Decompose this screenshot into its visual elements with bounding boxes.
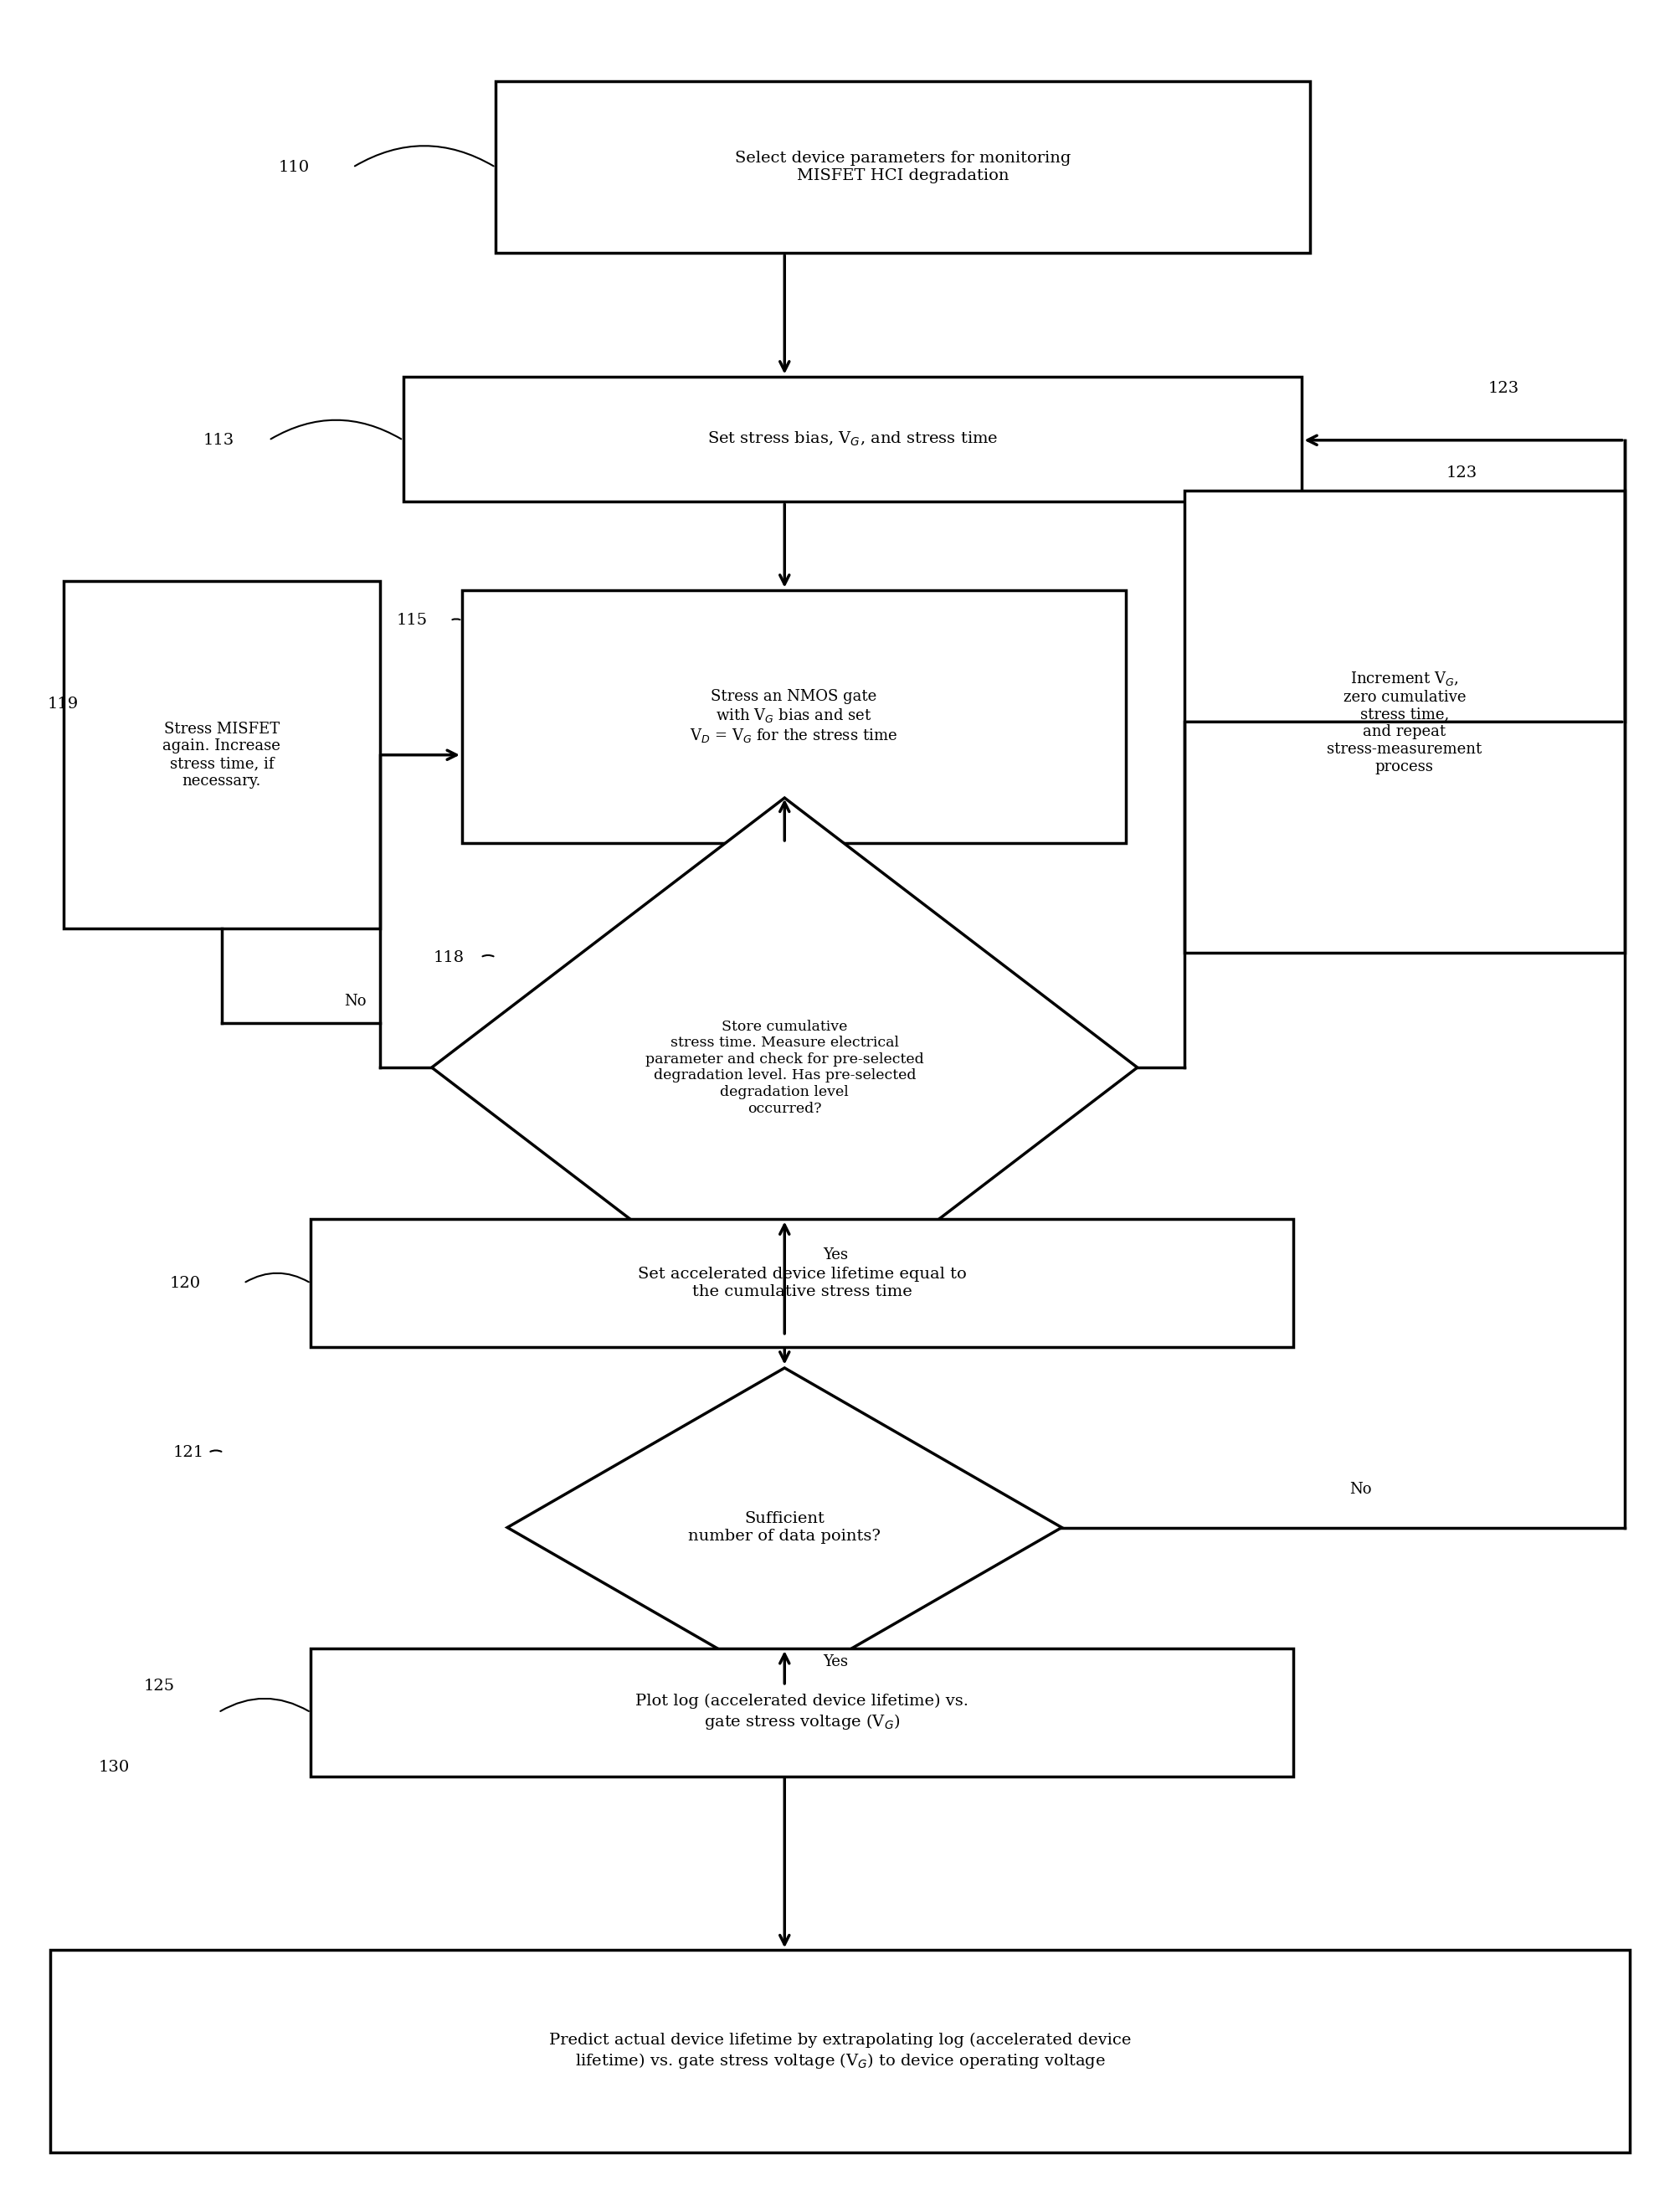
Text: Set stress bias, V$_G$, and stress time: Set stress bias, V$_G$, and stress time: [707, 429, 998, 449]
FancyBboxPatch shape: [311, 1649, 1294, 1776]
FancyBboxPatch shape: [496, 81, 1310, 253]
Polygon shape: [432, 799, 1137, 1336]
Text: Stress an NMOS gate
with V$_G$ bias and set
V$_D$ = V$_G$ for the stress time: Stress an NMOS gate with V$_G$ bias and …: [690, 689, 897, 744]
Text: No: No: [344, 995, 366, 1008]
FancyBboxPatch shape: [64, 581, 380, 929]
Text: Yes: Yes: [823, 1248, 848, 1261]
Text: Predict actual device lifetime by extrapolating log (accelerated device
lifetime: Predict actual device lifetime by extrap…: [549, 2034, 1131, 2069]
FancyBboxPatch shape: [311, 1219, 1294, 1347]
Text: 110: 110: [279, 161, 309, 174]
FancyBboxPatch shape: [1184, 491, 1625, 953]
Text: 125: 125: [144, 1679, 175, 1693]
Text: 113: 113: [203, 434, 234, 447]
Text: Sufficient
number of data points?: Sufficient number of data points?: [689, 1512, 880, 1543]
Text: 123: 123: [1446, 467, 1477, 480]
Text: Select device parameters for monitoring
MISFET HCI degradation: Select device parameters for monitoring …: [736, 152, 1070, 183]
Text: Set accelerated device lifetime equal to
the cumulative stress time: Set accelerated device lifetime equal to…: [638, 1268, 966, 1299]
FancyBboxPatch shape: [403, 376, 1302, 502]
Text: Increment V$_G$,
zero cumulative
stress time,
and repeat
stress-measurement
proc: Increment V$_G$, zero cumulative stress …: [1327, 669, 1482, 775]
Text: No: No: [1349, 1481, 1373, 1497]
FancyBboxPatch shape: [50, 1950, 1630, 2153]
Text: Stress MISFET
again. Increase
stress time, if
necessary.: Stress MISFET again. Increase stress tim…: [163, 722, 281, 788]
Text: 119: 119: [47, 698, 79, 711]
Text: Plot log (accelerated device lifetime) vs.
gate stress voltage (V$_G$): Plot log (accelerated device lifetime) v…: [635, 1695, 969, 1730]
FancyBboxPatch shape: [462, 590, 1126, 843]
Text: 123: 123: [1488, 381, 1519, 396]
Text: 120: 120: [170, 1277, 200, 1290]
Text: Store cumulative
stress time. Measure electrical
parameter and check for pre-sel: Store cumulative stress time. Measure el…: [645, 1019, 924, 1116]
Text: 130: 130: [99, 1761, 129, 1774]
Polygon shape: [507, 1367, 1062, 1686]
Text: 118: 118: [433, 951, 464, 964]
Text: 115: 115: [396, 614, 427, 627]
Text: Yes: Yes: [823, 1655, 848, 1668]
Text: 121: 121: [173, 1446, 203, 1459]
